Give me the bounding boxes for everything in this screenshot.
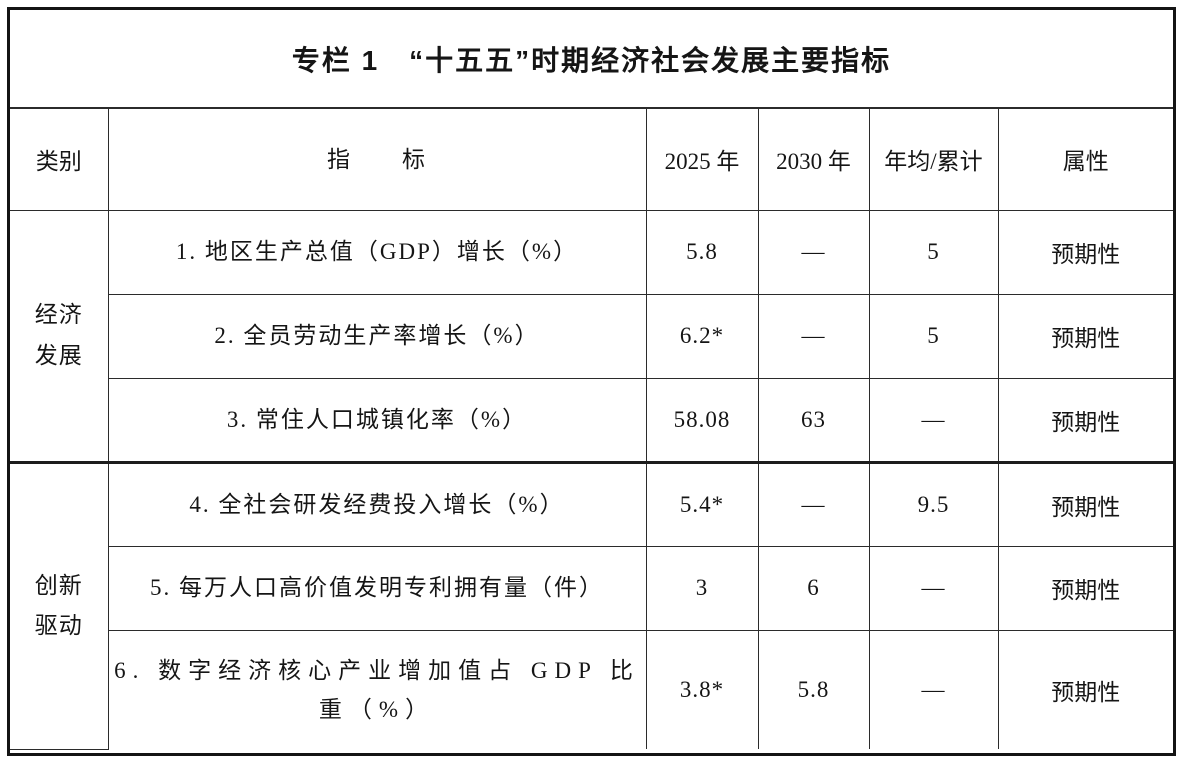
- value-2030-cell: 63: [757, 377, 870, 463]
- boxed-table-frame: 专栏 1 “十五五”时期经济社会发展主要指标 类别 指 标 2025 年 203…: [7, 7, 1176, 756]
- attribute-cell: 预期性: [997, 545, 1173, 631]
- category-line: 经济: [34, 302, 83, 328]
- table-row-4: 创新 驱动 4. 全社会研发经费投入增长（%） 5.4* — 9.5 预期性: [10, 460, 1173, 750]
- header-row: 类别 指 标 2025 年 2030 年 年均/累计 属性: [10, 109, 1173, 211]
- value-2025-cell: 3: [645, 545, 759, 631]
- col-header-attribute: 属性: [997, 109, 1173, 211]
- value-2025-cell: 3.8*: [645, 629, 759, 749]
- table-row-5: 5. 每万人口高价值发明专利拥有量（件） 3 6 — 预期性: [10, 545, 1173, 631]
- table-row-3: 3. 常住人口城镇化率（%） 58.08 63 — 预期性: [10, 377, 1173, 463]
- value-2025-cell: 58.08: [645, 377, 759, 463]
- col-header-indicator: 指 标: [107, 109, 647, 211]
- col-header-category: 类别: [10, 109, 109, 211]
- indicator-cell: 3. 常住人口城镇化率（%）: [108, 377, 647, 463]
- attribute-cell: 预期性: [997, 293, 1173, 379]
- attribute-cell: 预期性: [997, 377, 1173, 463]
- indicator-cell: 4. 全社会研发经费投入增长（%）: [107, 460, 647, 547]
- value-2025-cell: 6.2*: [645, 293, 759, 379]
- attribute-cell: 预期性: [997, 460, 1173, 547]
- value-2030-cell: 6: [757, 545, 870, 631]
- table-row-1: 经济 发展 1. 地区生产总值（GDP）增长（%） 5.8 — 5 预期性: [10, 209, 1173, 463]
- value-avg-cell: 5: [868, 209, 999, 295]
- value-2030-cell: 5.8: [757, 629, 870, 749]
- attribute-cell: 预期性: [997, 629, 1173, 749]
- value-avg-cell: —: [868, 629, 999, 749]
- value-2030-cell: —: [757, 293, 870, 379]
- category-line: 驱动: [34, 613, 83, 638]
- value-avg-cell: 9.5: [868, 460, 999, 547]
- value-avg-cell: —: [868, 377, 999, 463]
- table-row-6: 6. 数字经济核心产业增加值占 GDP 比重（%） 3.8* 5.8 — 预期性: [10, 629, 1173, 749]
- category-cell-innovation-driven: 创新 驱动: [10, 460, 109, 750]
- value-avg-cell: 5: [868, 293, 999, 379]
- col-header-2025: 2025 年: [645, 109, 759, 211]
- value-2030-cell: —: [757, 460, 870, 547]
- value-avg-cell: —: [868, 545, 999, 631]
- value-2025-cell: 5.4*: [645, 460, 759, 547]
- value-2030-cell: —: [757, 209, 870, 295]
- box-title: 专栏 1 “十五五”时期经济社会发展主要指标: [10, 10, 1173, 109]
- indicator-cell: 5. 每万人口高价值发明专利拥有量（件）: [108, 545, 647, 631]
- table-row-2: 2. 全员劳动生产率增长（%） 6.2* — 5 预期性: [10, 293, 1173, 379]
- attribute-cell: 预期性: [997, 209, 1173, 295]
- category-line: 发展: [34, 342, 83, 368]
- indicator-cell: 1. 地区生产总值（GDP）增长（%）: [107, 209, 647, 295]
- value-2025-cell: 5.8: [645, 209, 759, 295]
- indicators-table: 类别 指 标 2025 年 2030 年 年均/累计 属性 经济 发展 1. 地…: [10, 109, 1173, 750]
- indicator-cell: 2. 全员劳动生产率增长（%）: [108, 293, 647, 379]
- indicator-cell: 6. 数字经济核心产业增加值占 GDP 比重（%）: [108, 629, 647, 749]
- col-header-2030: 2030 年: [757, 109, 870, 211]
- col-header-avg-cum: 年均/累计: [868, 109, 999, 211]
- category-line: 创新: [34, 572, 83, 598]
- category-cell-economic-development: 经济 发展: [10, 209, 109, 463]
